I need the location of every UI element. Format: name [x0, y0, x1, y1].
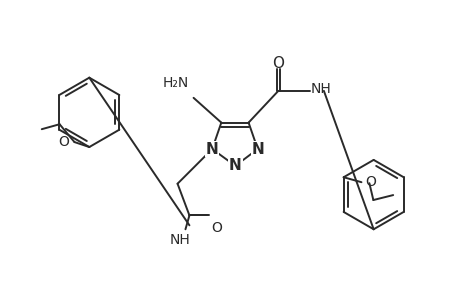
Text: N: N	[205, 142, 218, 157]
Text: O: O	[272, 56, 284, 71]
Text: O: O	[364, 175, 375, 189]
Text: N: N	[229, 158, 241, 173]
Text: NH: NH	[169, 233, 190, 247]
Text: N: N	[251, 142, 263, 157]
Text: H₂N: H₂N	[162, 76, 188, 90]
Text: NH: NH	[310, 82, 331, 96]
Text: O: O	[58, 135, 69, 149]
Text: O: O	[211, 221, 222, 236]
